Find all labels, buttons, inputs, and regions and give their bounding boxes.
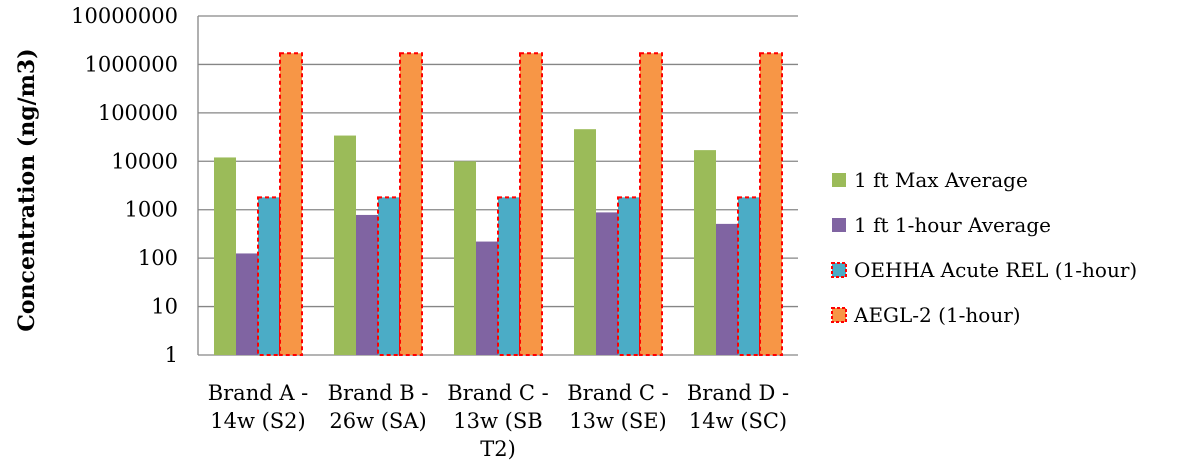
legend-label: AEGL-2 (1-hour): [853, 303, 1021, 327]
bar: [334, 135, 356, 355]
y-tick-label: 10: [151, 295, 178, 319]
bar: [279, 52, 303, 357]
x-tick-label: Brand C -13w (SE): [567, 381, 668, 433]
bar: [214, 157, 236, 355]
bar: [574, 129, 596, 355]
y-tick-label: 1: [165, 343, 178, 367]
bar: [694, 150, 716, 355]
bar: [497, 196, 521, 356]
bars: [214, 52, 783, 357]
legend-swatch: [832, 218, 846, 232]
bar: [236, 253, 258, 355]
x-tick-label: Brand C -13w (SB T2): [447, 381, 548, 461]
legend-swatch: [831, 307, 847, 323]
bar: [759, 52, 783, 357]
bar: [356, 214, 378, 355]
legend-label: OEHHA Acute REL (1-hour): [854, 258, 1137, 282]
legend-label: 1 ft Max Average: [854, 168, 1028, 192]
y-tick-label: 100000: [98, 101, 178, 125]
x-tick-label: Brand D -14w (SC): [687, 381, 789, 433]
bar: [476, 241, 498, 355]
y-tick-label: 100: [138, 246, 178, 270]
bar: [454, 161, 476, 355]
bar: [257, 196, 281, 356]
legend-label: 1 ft 1-hour Average: [854, 213, 1051, 237]
bar: [377, 196, 401, 356]
y-tick-label: 10000: [111, 149, 178, 173]
bar: [399, 52, 423, 357]
legend-swatch: [831, 262, 847, 278]
bar: [737, 196, 761, 356]
y-tick-label: 10000000: [71, 4, 178, 28]
x-tick-label: Brand B -26w (SA): [328, 381, 429, 433]
bar: [639, 52, 663, 357]
bar: [519, 52, 543, 357]
x-tick-label: Brand A -14w (S2): [208, 381, 309, 433]
y-tick-label: 1000: [125, 198, 178, 222]
y-tick-label: 1000000: [84, 52, 178, 76]
bar: [596, 212, 618, 355]
y-axis-label: Concentration (ng/m3): [14, 48, 40, 331]
bar: [617, 196, 641, 356]
legend: 1 ft Max Average 1 ft 1-hour Average OEHHA…: [831, 168, 1137, 327]
x-axis-ticks: Brand A -14w (S2) Brand B -26w (SA) Brand …: [208, 381, 789, 461]
bar: [716, 223, 738, 355]
legend-swatch: [832, 173, 846, 187]
y-axis-ticks: 1 10 100 1000 10000 100000 1000000 10000000: [71, 4, 178, 367]
